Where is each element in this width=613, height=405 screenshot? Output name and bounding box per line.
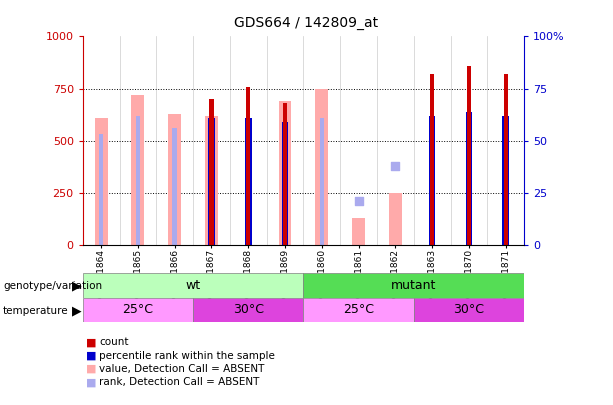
- Bar: [319, 118, 324, 245]
- Text: 30°C: 30°C: [454, 303, 484, 316]
- Bar: [430, 74, 435, 245]
- Bar: [303, 273, 524, 298]
- Text: rank, Detection Call = ABSENT: rank, Detection Call = ABSENT: [99, 377, 260, 387]
- Text: ■: ■: [86, 364, 96, 374]
- Text: 25°C: 25°C: [343, 303, 374, 316]
- Bar: [389, 193, 402, 245]
- Bar: [205, 116, 218, 245]
- Bar: [95, 118, 108, 245]
- Bar: [283, 103, 287, 245]
- Bar: [83, 273, 303, 298]
- Bar: [430, 74, 435, 245]
- Bar: [168, 114, 181, 245]
- Bar: [503, 74, 508, 245]
- Bar: [303, 298, 414, 322]
- Bar: [209, 99, 214, 245]
- Text: ■: ■: [86, 337, 96, 347]
- Bar: [208, 118, 215, 245]
- Text: wt: wt: [186, 279, 200, 292]
- Bar: [414, 298, 524, 322]
- Point: [390, 162, 400, 169]
- Bar: [172, 128, 177, 245]
- Bar: [193, 298, 303, 322]
- Text: GDS664 / 142809_at: GDS664 / 142809_at: [234, 16, 379, 30]
- Text: temperature: temperature: [3, 306, 69, 315]
- Bar: [316, 89, 329, 245]
- Text: ■: ■: [86, 351, 96, 360]
- Bar: [283, 103, 287, 245]
- Bar: [246, 87, 251, 245]
- Bar: [99, 134, 104, 245]
- Text: value, Detection Call = ABSENT: value, Detection Call = ABSENT: [99, 364, 265, 374]
- Text: count: count: [99, 337, 129, 347]
- Bar: [279, 101, 292, 245]
- Text: percentile rank within the sample: percentile rank within the sample: [99, 351, 275, 360]
- Point: [354, 198, 364, 205]
- Bar: [245, 118, 251, 245]
- Bar: [132, 95, 145, 245]
- Text: 25°C: 25°C: [123, 303, 153, 316]
- Bar: [282, 122, 288, 245]
- Text: genotype/variation: genotype/variation: [3, 281, 102, 291]
- Text: mutant: mutant: [391, 279, 436, 292]
- Text: 30°C: 30°C: [233, 303, 264, 316]
- Bar: [466, 111, 472, 245]
- Text: ■: ■: [86, 377, 96, 387]
- Bar: [503, 116, 509, 245]
- Bar: [246, 87, 251, 245]
- Bar: [466, 66, 471, 245]
- Bar: [429, 116, 435, 245]
- Bar: [135, 116, 140, 245]
- Text: ▶: ▶: [72, 280, 82, 293]
- Bar: [503, 74, 508, 245]
- Bar: [352, 218, 365, 245]
- Bar: [83, 298, 193, 322]
- Bar: [466, 66, 471, 245]
- Text: ▶: ▶: [72, 304, 82, 317]
- Bar: [209, 99, 214, 245]
